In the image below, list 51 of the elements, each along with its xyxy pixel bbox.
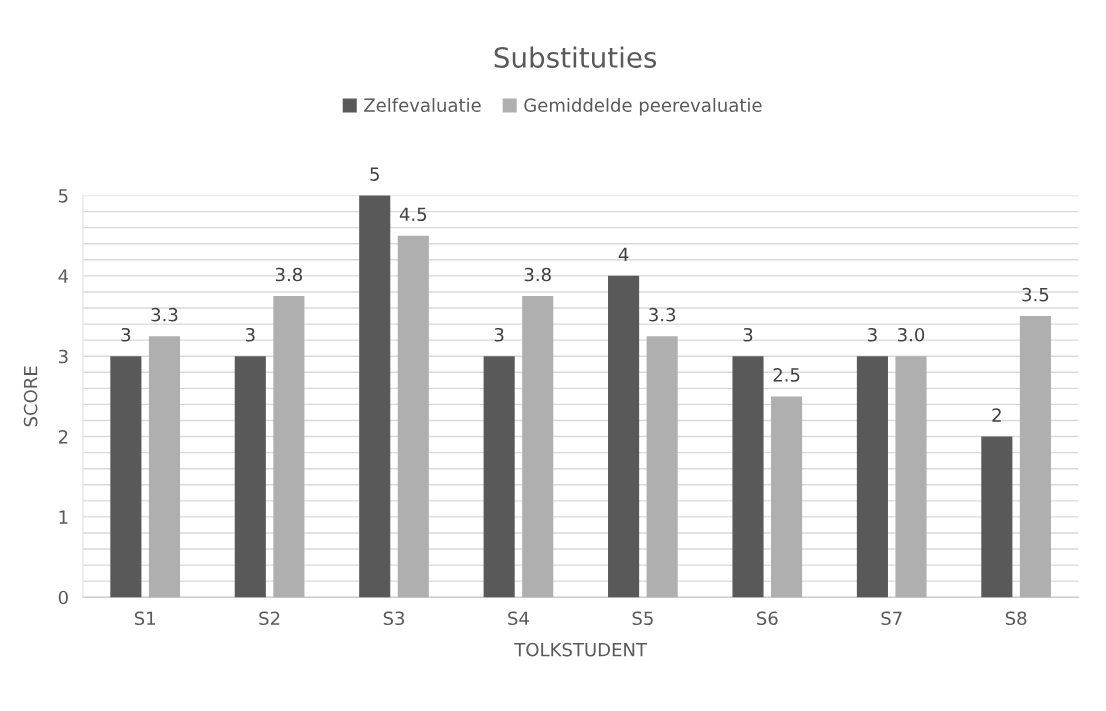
x-tick-label: S4 (508, 611, 529, 626)
x-tick-label: S1 (134, 611, 155, 626)
chart-title: Substituties (494, 46, 657, 68)
bar (273, 295, 305, 598)
data-label: 3 (743, 327, 753, 342)
data-label: 3.8 (524, 267, 551, 282)
data-label: 3.0 (898, 327, 925, 342)
bar (646, 336, 678, 598)
x-tick-label: S7 (881, 611, 902, 626)
y-tick-label: 0 (58, 590, 68, 605)
data-label: 3 (245, 327, 255, 342)
x-tick-label: S6 (757, 611, 778, 626)
data-label: 3.3 (151, 307, 178, 322)
data-label: 4.5 (399, 207, 427, 222)
bar (856, 356, 888, 598)
data-label: 3.3 (649, 307, 676, 322)
bar (359, 195, 391, 598)
bar (397, 235, 429, 598)
data-label: 3 (494, 327, 504, 342)
bar (981, 436, 1013, 598)
data-label: 3 (121, 327, 131, 342)
y-tick-label: 1 (59, 510, 68, 524)
bar (1019, 316, 1051, 598)
bar (732, 356, 764, 598)
bar (148, 336, 180, 598)
bar (895, 356, 927, 598)
legend-label: Gemiddelde peerevaluatie (524, 98, 762, 116)
x-tick-label: S8 (1005, 611, 1027, 626)
y-tick-label: 2 (58, 430, 68, 444)
bar (110, 356, 142, 598)
bar (771, 396, 803, 598)
bar (483, 356, 515, 598)
x-tick-label: S3 (383, 611, 405, 626)
data-label: 2.5 (773, 368, 800, 382)
y-tick-label: 3 (58, 349, 68, 364)
y-tick-label: 5 (58, 189, 68, 203)
x-axis-title: TOLKSTUDENT (514, 642, 648, 657)
bar (522, 295, 554, 598)
data-label: 3.8 (275, 267, 302, 282)
y-tick-label: 4 (58, 269, 69, 283)
bar (234, 356, 266, 598)
data-label: 2 (992, 408, 1001, 422)
x-tick-label: S5 (632, 611, 653, 626)
x-tick-label: S2 (259, 611, 280, 626)
y-axis-title: SCORE (23, 366, 38, 427)
data-label: 5 (370, 167, 379, 181)
data-label: 3.5 (1022, 287, 1049, 302)
legend-label: Zelfevaluatie (364, 98, 481, 112)
data-label: 4 (618, 247, 629, 261)
data-label: 3 (868, 327, 877, 342)
bar (608, 275, 640, 598)
